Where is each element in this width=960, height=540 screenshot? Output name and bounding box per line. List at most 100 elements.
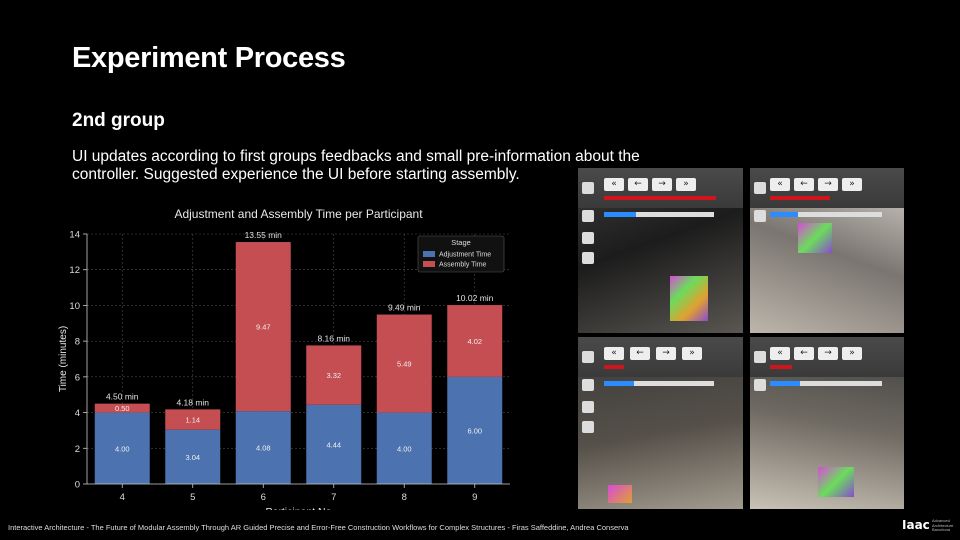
x-tick-label: 8 <box>402 492 407 503</box>
bar-total-label: 10.02 min <box>456 293 494 303</box>
home-icon <box>582 252 594 264</box>
bar-value-label: 4.00 <box>397 444 412 453</box>
bar-value-label: 9.47 <box>256 323 271 332</box>
last-icon: » <box>842 178 862 191</box>
bar-total-label: 8.16 min <box>317 333 350 343</box>
slide-subtitle: 2nd group <box>72 110 165 131</box>
bar-value-label: 0.50 <box>115 404 130 413</box>
elements-icon <box>582 232 594 244</box>
next-icon: → <box>818 178 838 191</box>
x-tick-label: 6 <box>261 492 266 503</box>
slide-description: UI updates according to first groups fee… <box>72 148 640 183</box>
bar-segment-assembly <box>235 242 291 412</box>
x-tick-label: 5 <box>190 492 195 503</box>
y-axis-label: Time (minutes) <box>58 326 69 392</box>
first-icon: « <box>604 178 624 191</box>
stacked-bar-chart: Adjustment and Assembly Time per Partici… <box>58 207 510 510</box>
plot-area <box>87 234 510 484</box>
y-tick-label: 14 <box>69 230 80 241</box>
bar-segment-adjustment <box>376 412 432 484</box>
next-icon: → <box>652 178 672 191</box>
progress-track <box>604 212 714 217</box>
next-icon: → <box>656 347 676 360</box>
bar-value-label: 4.02 <box>467 337 482 346</box>
bar-value-label: 4.08 <box>256 444 271 453</box>
progress-track <box>604 381 714 386</box>
first-icon: « <box>604 347 624 360</box>
x-tick-label: 4 <box>120 492 125 503</box>
bar-segment-adjustment <box>235 411 291 484</box>
legend-label: Adjustment Time <box>439 252 491 259</box>
module-hologram <box>818 467 854 497</box>
legend-label: Assembly Time <box>439 262 487 269</box>
bar-total-label: 9.49 min <box>388 303 421 313</box>
progress-bar-red <box>604 196 716 200</box>
previous-icon: ← <box>630 347 650 360</box>
module-hologram <box>670 276 708 321</box>
menu-icon <box>582 182 594 194</box>
bar-segment-assembly <box>165 409 221 430</box>
last-icon: » <box>842 347 862 360</box>
y-tick-label: 2 <box>75 444 80 455</box>
iaac-logo: Iaac <box>902 518 930 532</box>
chart-title: Adjustment and Assembly Time per Partici… <box>174 207 423 221</box>
footer-credits: Interactive Architecture - The Future of… <box>8 523 629 532</box>
progress-bar-blue <box>604 212 636 217</box>
bar-segment-assembly <box>376 314 432 413</box>
legend-box <box>417 235 505 273</box>
legend-swatch <box>423 261 435 267</box>
ar-photo-top-right: « ← → » <box>750 168 904 333</box>
bar-value-label: 4.00 <box>115 444 130 453</box>
elements-icon <box>582 401 594 413</box>
iaac-logo-subtext: Advanced Architecture Barcelona <box>932 518 954 532</box>
bar-value-label: 5.49 <box>397 360 412 369</box>
ar-photo-bottom-right: « ← → » <box>750 337 904 509</box>
x-tick-label: 7 <box>331 492 336 503</box>
bar-value-label: 1.14 <box>185 416 200 425</box>
progress-bar-red <box>604 365 624 369</box>
y-tick-label: 0 <box>75 480 80 491</box>
slide-title: Experiment Process <box>72 42 346 74</box>
home-icon <box>582 421 594 433</box>
bar-total-label: 4.50 min <box>106 392 139 402</box>
bar-segment-adjustment <box>306 404 362 484</box>
transparency-icon <box>582 210 594 222</box>
progress-bar-blue <box>770 381 800 386</box>
bar-segment-adjustment <box>165 429 221 484</box>
bar-segment-assembly <box>447 305 503 377</box>
previous-icon: ← <box>628 178 648 191</box>
bar-total-label: 13.55 min <box>245 230 283 240</box>
y-tick-label: 8 <box>75 337 80 348</box>
x-tick-label: 9 <box>472 492 477 503</box>
bar-value-label: 3.32 <box>326 371 341 380</box>
bar-total-label: 4.18 min <box>176 397 209 407</box>
menu-icon <box>582 351 594 363</box>
legend-title: Stage <box>451 238 471 247</box>
ar-photo-bottom-left: « ← → » <box>578 337 743 509</box>
bar-segment-assembly <box>94 403 150 413</box>
module-hologram <box>798 223 832 253</box>
last-icon: » <box>676 178 696 191</box>
y-tick-label: 12 <box>69 265 80 276</box>
next-icon: → <box>818 347 838 360</box>
y-tick-label: 10 <box>69 301 80 312</box>
bar-segment-adjustment <box>94 412 150 484</box>
bar-value-label: 3.04 <box>185 453 200 462</box>
y-tick-label: 4 <box>75 408 80 419</box>
menu-icon <box>754 182 766 194</box>
transparency-icon <box>754 379 766 391</box>
menu-icon <box>754 351 766 363</box>
bar-value-label: 6.00 <box>467 426 482 435</box>
bar-segment-adjustment <box>447 376 503 484</box>
progress-bar-blue <box>770 212 798 217</box>
first-icon: « <box>770 347 790 360</box>
progress-track <box>770 212 882 217</box>
module-hologram <box>608 485 632 503</box>
x-axis-label: Participant No <box>266 506 332 510</box>
first-icon: « <box>770 178 790 191</box>
progress-bar-red <box>770 196 830 200</box>
previous-icon: ← <box>794 178 814 191</box>
transparency-icon <box>754 210 766 222</box>
ar-photo-top-left: « ← → » <box>578 168 743 333</box>
bar-value-label: 4.44 <box>326 440 341 449</box>
